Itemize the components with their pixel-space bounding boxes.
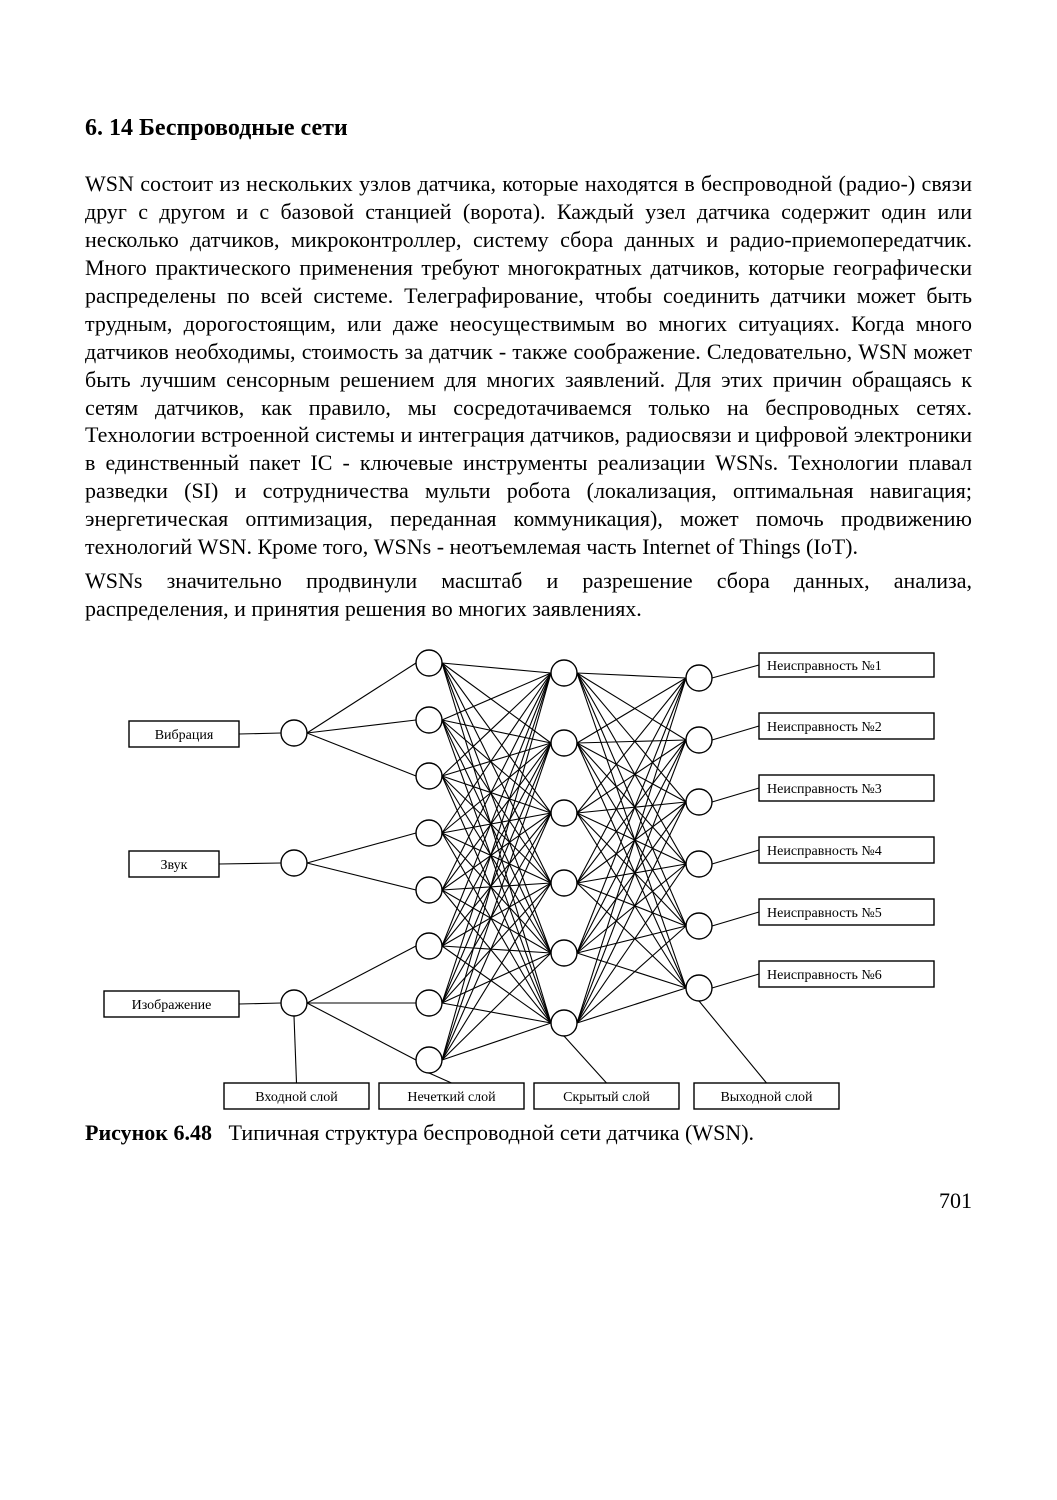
neural-network-diagram: Вибрация Звук Изображение Неисправность №1 Н…	[94, 633, 964, 1118]
caption-label: Рисунок 6.48	[85, 1120, 212, 1145]
hidden-node	[551, 1010, 577, 1036]
figure-caption: Рисунок 6.48 Типичная структура беспрово…	[85, 1120, 972, 1146]
fuzzy-node	[416, 820, 442, 846]
input-node	[281, 720, 307, 746]
output-label-text: Неисправность №2	[767, 720, 882, 735]
layer-label-text: Входной слой	[255, 1090, 338, 1105]
hidden-node	[551, 800, 577, 826]
input-node	[281, 990, 307, 1016]
hidden-node	[551, 940, 577, 966]
output-node	[686, 727, 712, 753]
caption-text: Типичная структура беспроводной сети дат…	[228, 1120, 754, 1145]
fuzzy-node	[416, 990, 442, 1016]
hidden-node	[551, 870, 577, 896]
fuzzy-node	[416, 933, 442, 959]
output-label-text: Неисправность №6	[767, 968, 882, 983]
section-heading: 6. 14 Беспроводные сети	[85, 115, 972, 142]
output-node	[686, 789, 712, 815]
output-node	[686, 665, 712, 691]
input-label-text: Звук	[160, 858, 187, 873]
output-label-text: Неисправность №5	[767, 906, 882, 921]
output-node	[686, 851, 712, 877]
layer-label-text: Выходной слой	[720, 1090, 813, 1105]
fuzzy-node	[416, 763, 442, 789]
figure-6-48: Вибрация Звук Изображение Неисправность №1 Н…	[85, 633, 972, 1146]
layer-label-text: Нечеткий слой	[407, 1090, 496, 1105]
fuzzy-node	[416, 650, 442, 676]
output-node	[686, 975, 712, 1001]
output-label-text: Неисправность №3	[767, 782, 882, 797]
hidden-node	[551, 660, 577, 686]
paragraph-2: WSNs значительно продвинули масштаб и ра…	[85, 567, 972, 623]
output-label-text: Неисправность №1	[767, 659, 882, 674]
input-label-text: Вибрация	[154, 728, 213, 743]
input-label-text: Изображение	[131, 998, 211, 1013]
paragraph-1: WSN состоит из нескольких узлов датчика,…	[85, 170, 972, 561]
fuzzy-node	[416, 707, 442, 733]
page: 6. 14 Беспроводные сети WSN состоит из н…	[0, 0, 1057, 1274]
page-number: 701	[85, 1188, 972, 1214]
hidden-node	[551, 730, 577, 756]
input-node	[281, 850, 307, 876]
output-node	[686, 913, 712, 939]
output-label-text: Неисправность №4	[767, 844, 882, 859]
layer-label-text: Скрытый слой	[563, 1090, 650, 1105]
fuzzy-node	[416, 877, 442, 903]
fuzzy-node	[416, 1047, 442, 1073]
